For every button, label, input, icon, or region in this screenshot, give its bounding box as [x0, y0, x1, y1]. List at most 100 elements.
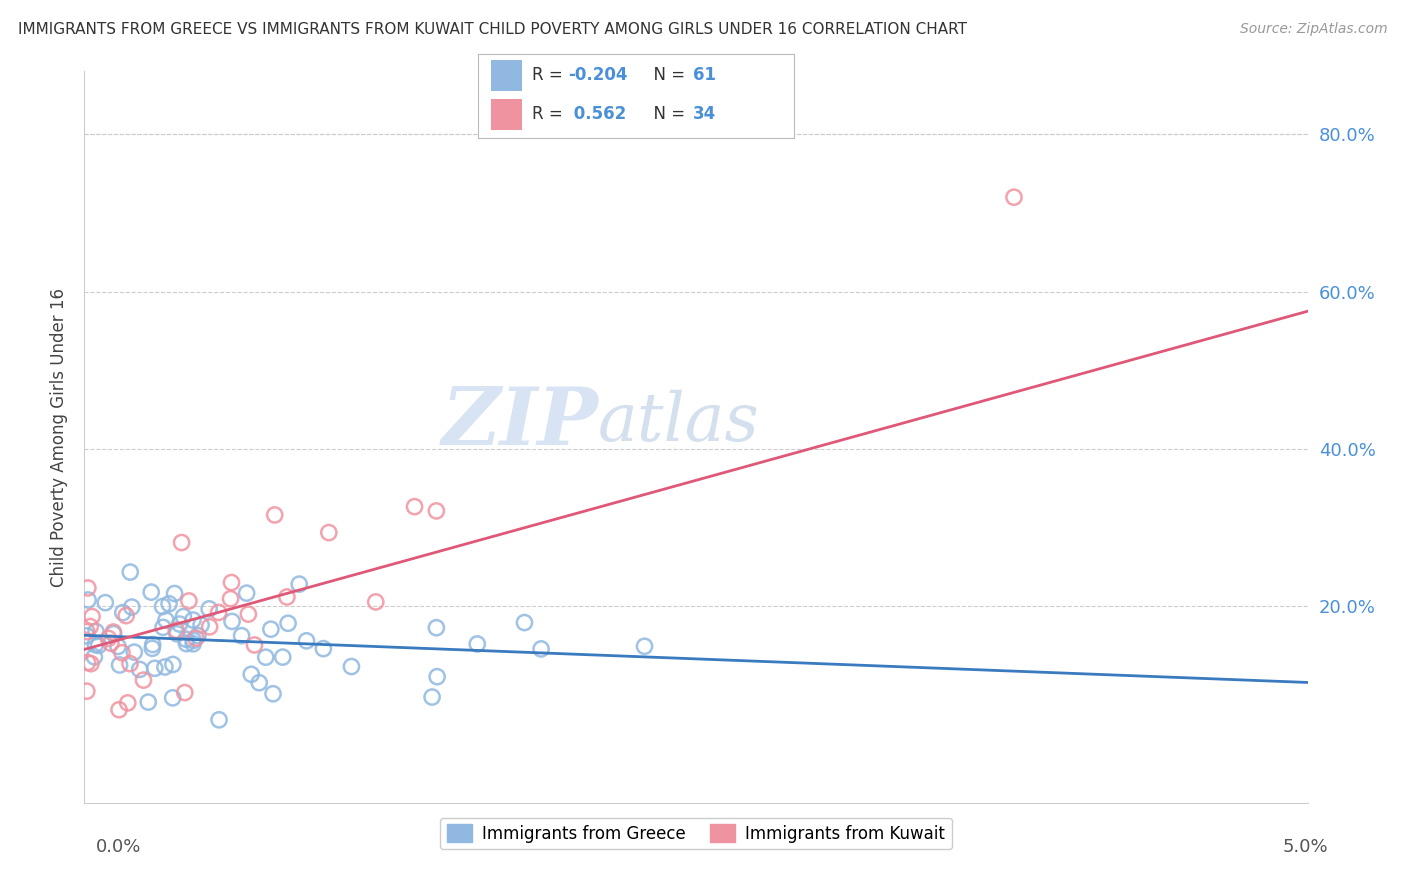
Text: R =: R = — [531, 105, 568, 123]
Point — [115, 608, 138, 623]
Point — [76, 656, 98, 670]
Point — [170, 535, 193, 549]
Point — [143, 661, 166, 675]
Point — [198, 620, 221, 634]
Point — [208, 713, 231, 727]
Point — [318, 525, 340, 540]
Point — [141, 641, 163, 656]
FancyBboxPatch shape — [491, 61, 523, 91]
Point — [80, 657, 103, 671]
Text: -0.204: -0.204 — [568, 66, 627, 84]
Point — [84, 638, 107, 652]
Point — [183, 633, 205, 648]
Point — [118, 657, 141, 671]
Point — [221, 615, 243, 629]
Point — [108, 703, 131, 717]
Point — [260, 622, 283, 636]
Point — [276, 590, 298, 604]
Point — [181, 637, 204, 651]
Point — [208, 606, 231, 620]
Text: N =: N = — [643, 105, 690, 123]
Point — [312, 641, 335, 656]
Point — [271, 650, 294, 665]
Point — [100, 636, 122, 650]
Point — [1002, 190, 1025, 204]
Point — [87, 639, 110, 653]
Point — [247, 675, 270, 690]
Point — [76, 624, 98, 639]
Point — [465, 637, 488, 651]
Point — [513, 615, 536, 630]
Point — [190, 618, 212, 632]
Point — [152, 620, 174, 634]
Point — [132, 673, 155, 687]
Text: atlas: atlas — [598, 390, 759, 455]
Point — [117, 696, 139, 710]
Point — [277, 616, 299, 631]
Point — [219, 591, 242, 606]
Point — [426, 670, 449, 684]
Point — [142, 638, 165, 652]
Point — [530, 641, 553, 656]
Point — [155, 613, 177, 627]
Point — [187, 629, 209, 643]
Point — [165, 624, 187, 638]
Point — [97, 632, 120, 646]
Legend: Immigrants from Greece, Immigrants from Kuwait: Immigrants from Greece, Immigrants from … — [440, 818, 952, 849]
Text: IMMIGRANTS FROM GREECE VS IMMIGRANTS FROM KUWAIT CHILD POVERTY AMONG GIRLS UNDER: IMMIGRANTS FROM GREECE VS IMMIGRANTS FRO… — [18, 22, 967, 37]
Text: 34: 34 — [693, 105, 717, 123]
Point — [103, 625, 125, 640]
Point — [162, 690, 184, 705]
Point — [243, 638, 266, 652]
Point — [235, 586, 257, 600]
Point — [425, 621, 447, 635]
Point — [94, 596, 117, 610]
Point — [111, 606, 134, 620]
Text: 0.562: 0.562 — [568, 105, 627, 123]
Point — [157, 597, 180, 611]
Point — [295, 633, 318, 648]
Point — [340, 659, 363, 673]
Point — [84, 624, 107, 639]
FancyBboxPatch shape — [491, 99, 523, 130]
Point — [404, 500, 426, 514]
Point — [288, 577, 311, 591]
Point — [153, 660, 176, 674]
Point — [169, 617, 191, 632]
Point — [181, 613, 204, 627]
Point — [238, 607, 260, 622]
Point — [176, 637, 198, 651]
Point — [108, 658, 131, 673]
Point — [254, 650, 277, 665]
Point — [174, 632, 197, 647]
Point — [111, 646, 134, 660]
Text: 5.0%: 5.0% — [1284, 838, 1329, 855]
Point — [83, 649, 105, 664]
Point — [107, 640, 129, 654]
Point — [198, 602, 221, 616]
Point — [120, 565, 142, 579]
Point — [121, 600, 143, 615]
Point — [163, 586, 186, 600]
Point — [136, 695, 159, 709]
Point — [184, 632, 207, 646]
Point — [141, 585, 163, 599]
Point — [166, 627, 188, 641]
Point — [77, 593, 100, 607]
Text: 0.0%: 0.0% — [96, 838, 141, 855]
Point — [76, 629, 98, 643]
Point — [633, 640, 655, 654]
Text: N =: N = — [643, 66, 690, 84]
Y-axis label: Child Poverty Among Girls Under 16: Child Poverty Among Girls Under 16 — [49, 287, 67, 587]
Point — [420, 690, 443, 704]
Point — [425, 504, 447, 518]
Text: Source: ZipAtlas.com: Source: ZipAtlas.com — [1240, 22, 1388, 37]
Text: 61: 61 — [693, 66, 716, 84]
Point — [128, 662, 150, 676]
Point — [79, 619, 101, 633]
Point — [76, 581, 98, 595]
Text: R =: R = — [531, 66, 568, 84]
Point — [152, 599, 174, 614]
Point — [262, 687, 284, 701]
Point — [80, 609, 103, 624]
